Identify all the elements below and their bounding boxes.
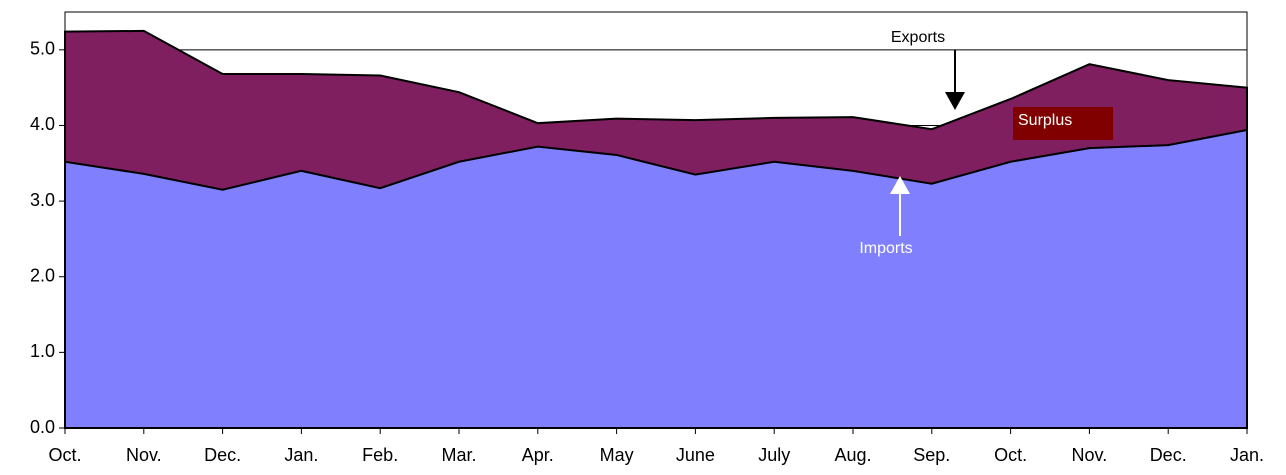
x-tick-label: Jan. bbox=[1230, 445, 1264, 465]
annotation: Exports bbox=[891, 29, 945, 46]
x-tick-label: Feb. bbox=[362, 445, 398, 465]
y-tick-label: 5.0 bbox=[30, 39, 55, 59]
annotation: Surplus bbox=[1018, 112, 1072, 129]
y-tick-label: 0.0 bbox=[30, 417, 55, 437]
x-tick-label: Aug. bbox=[834, 445, 871, 465]
x-tick-label: Dec. bbox=[204, 445, 241, 465]
annotation: Imports bbox=[859, 240, 912, 257]
x-tick-label: Dec. bbox=[1150, 445, 1187, 465]
y-tick-label: 3.0 bbox=[30, 190, 55, 210]
annotation-box bbox=[1013, 107, 1113, 140]
y-tick-label: 4.0 bbox=[30, 114, 55, 134]
x-tick-label: Oct. bbox=[48, 445, 81, 465]
x-tick-label: May bbox=[600, 445, 634, 465]
x-tick-label: June bbox=[676, 445, 715, 465]
x-tick-label: Apr. bbox=[522, 445, 554, 465]
x-tick-label: Jan. bbox=[284, 445, 318, 465]
area bbox=[64, 128, 1248, 429]
x-tick-label: Mar. bbox=[441, 445, 476, 465]
x-tick-label: July bbox=[758, 445, 790, 465]
plot-frame bbox=[64, 11, 1248, 429]
arrow-head bbox=[945, 92, 965, 110]
x-tick-label: Nov. bbox=[1072, 445, 1108, 465]
y-tick-label: 2.0 bbox=[30, 265, 55, 285]
x-tick-label: Nov. bbox=[126, 445, 162, 465]
x-tick-label: Oct. bbox=[994, 445, 1027, 465]
x-tick-label: Sep. bbox=[913, 445, 950, 465]
y-tick-label: 1.0 bbox=[30, 341, 55, 361]
arrow-head bbox=[890, 176, 910, 194]
